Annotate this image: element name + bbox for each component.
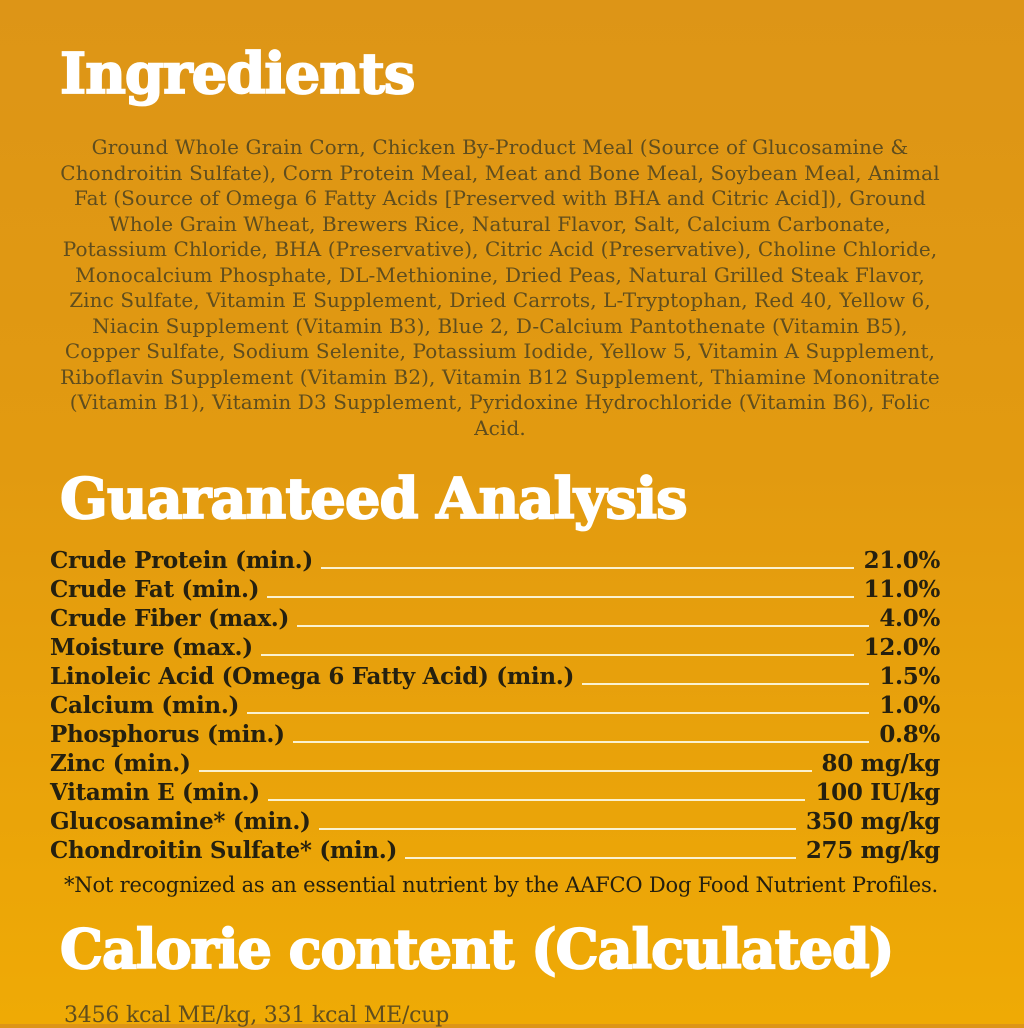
leader-line [297,625,870,627]
nutrient-label: Glucosamine* (min.) [50,808,311,835]
analysis-row: Glucosamine* (min.) 350 mg/kg [50,806,940,835]
analysis-row: Phosphorus (min.) 0.8% [50,719,940,748]
nutrient-label: Crude Protein (min.) [50,547,313,574]
leader-line [260,654,854,656]
guaranteed-analysis-heading: Guaranteed Analysis [59,466,689,532]
nutrient-value: 1.5% [879,663,940,690]
analysis-row: Zinc (min.) 80 mg/kg [50,748,940,777]
nutrient-value: 11.0% [863,576,941,603]
nutrient-value: 1.0% [879,692,940,719]
ingredients-heading: Ingredients [59,41,416,107]
nutrient-value: 275 mg/kg [805,837,940,864]
nutrient-label: Chondroitin Sulfate* (min.) [50,837,398,864]
analysis-row: Calcium (min.) 1.0% [50,690,940,719]
nutrient-label: Calcium (min.) [50,692,240,719]
nutrient-label: Linoleic Acid (Omega 6 Fatty Acid) (min.… [50,663,575,690]
nutrient-value: 80 mg/kg [821,750,941,777]
guaranteed-analysis-table: Crude Protein (min.) 21.0% Crude Fat (mi… [50,545,940,864]
leader-line [318,828,796,830]
nutrient-value: 350 mg/kg [805,808,940,835]
leader-line [292,741,870,743]
nutrient-label: Crude Fiber (max.) [50,605,290,632]
nutrient-value: 100 IU/kg [815,779,940,806]
calorie-content-heading: Calorie content (Calculated) [59,917,895,981]
nutrient-value: 0.8% [879,721,940,748]
calorie-content-text: 3456 kcal ME/kg, 331 kcal ME/cup [64,1003,450,1028]
nutrient-label: Phosphorus (min.) [50,721,285,748]
analysis-row: Moisture (max.) 12.0% [50,632,940,661]
leader-line [247,712,870,714]
analysis-row: Crude Fat (min.) 11.0% [50,574,940,603]
analysis-row: Chondroitin Sulfate* (min.) 275 mg/kg [50,835,940,864]
nutrient-label: Zinc (min.) [50,750,191,777]
leader-line [582,683,870,685]
nutrient-value: 4.0% [879,605,940,632]
leader-line [405,857,796,859]
analysis-row: Vitamin E (min.) 100 IU/kg [50,777,940,806]
leader-line [320,567,854,569]
nutrient-label: Vitamin E (min.) [50,779,260,806]
leader-line [198,770,812,772]
leader-line [267,596,854,598]
aafco-footnote: *Not recognized as an essential nutrient… [64,873,938,897]
nutrient-value: 12.0% [863,634,941,661]
nutrient-value: 21.0% [863,547,941,574]
analysis-row: Crude Protein (min.) 21.0% [50,545,940,574]
analysis-row: Crude Fiber (max.) 4.0% [50,603,940,632]
nutrient-label: Moisture (max.) [50,634,253,661]
nutrient-label: Crude Fat (min.) [50,576,260,603]
leader-line [267,799,806,801]
ingredients-list-text: Ground Whole Grain Corn, Chicken By-Prod… [60,135,940,440]
analysis-row: Linoleic Acid (Omega 6 Fatty Acid) (min.… [50,661,940,690]
